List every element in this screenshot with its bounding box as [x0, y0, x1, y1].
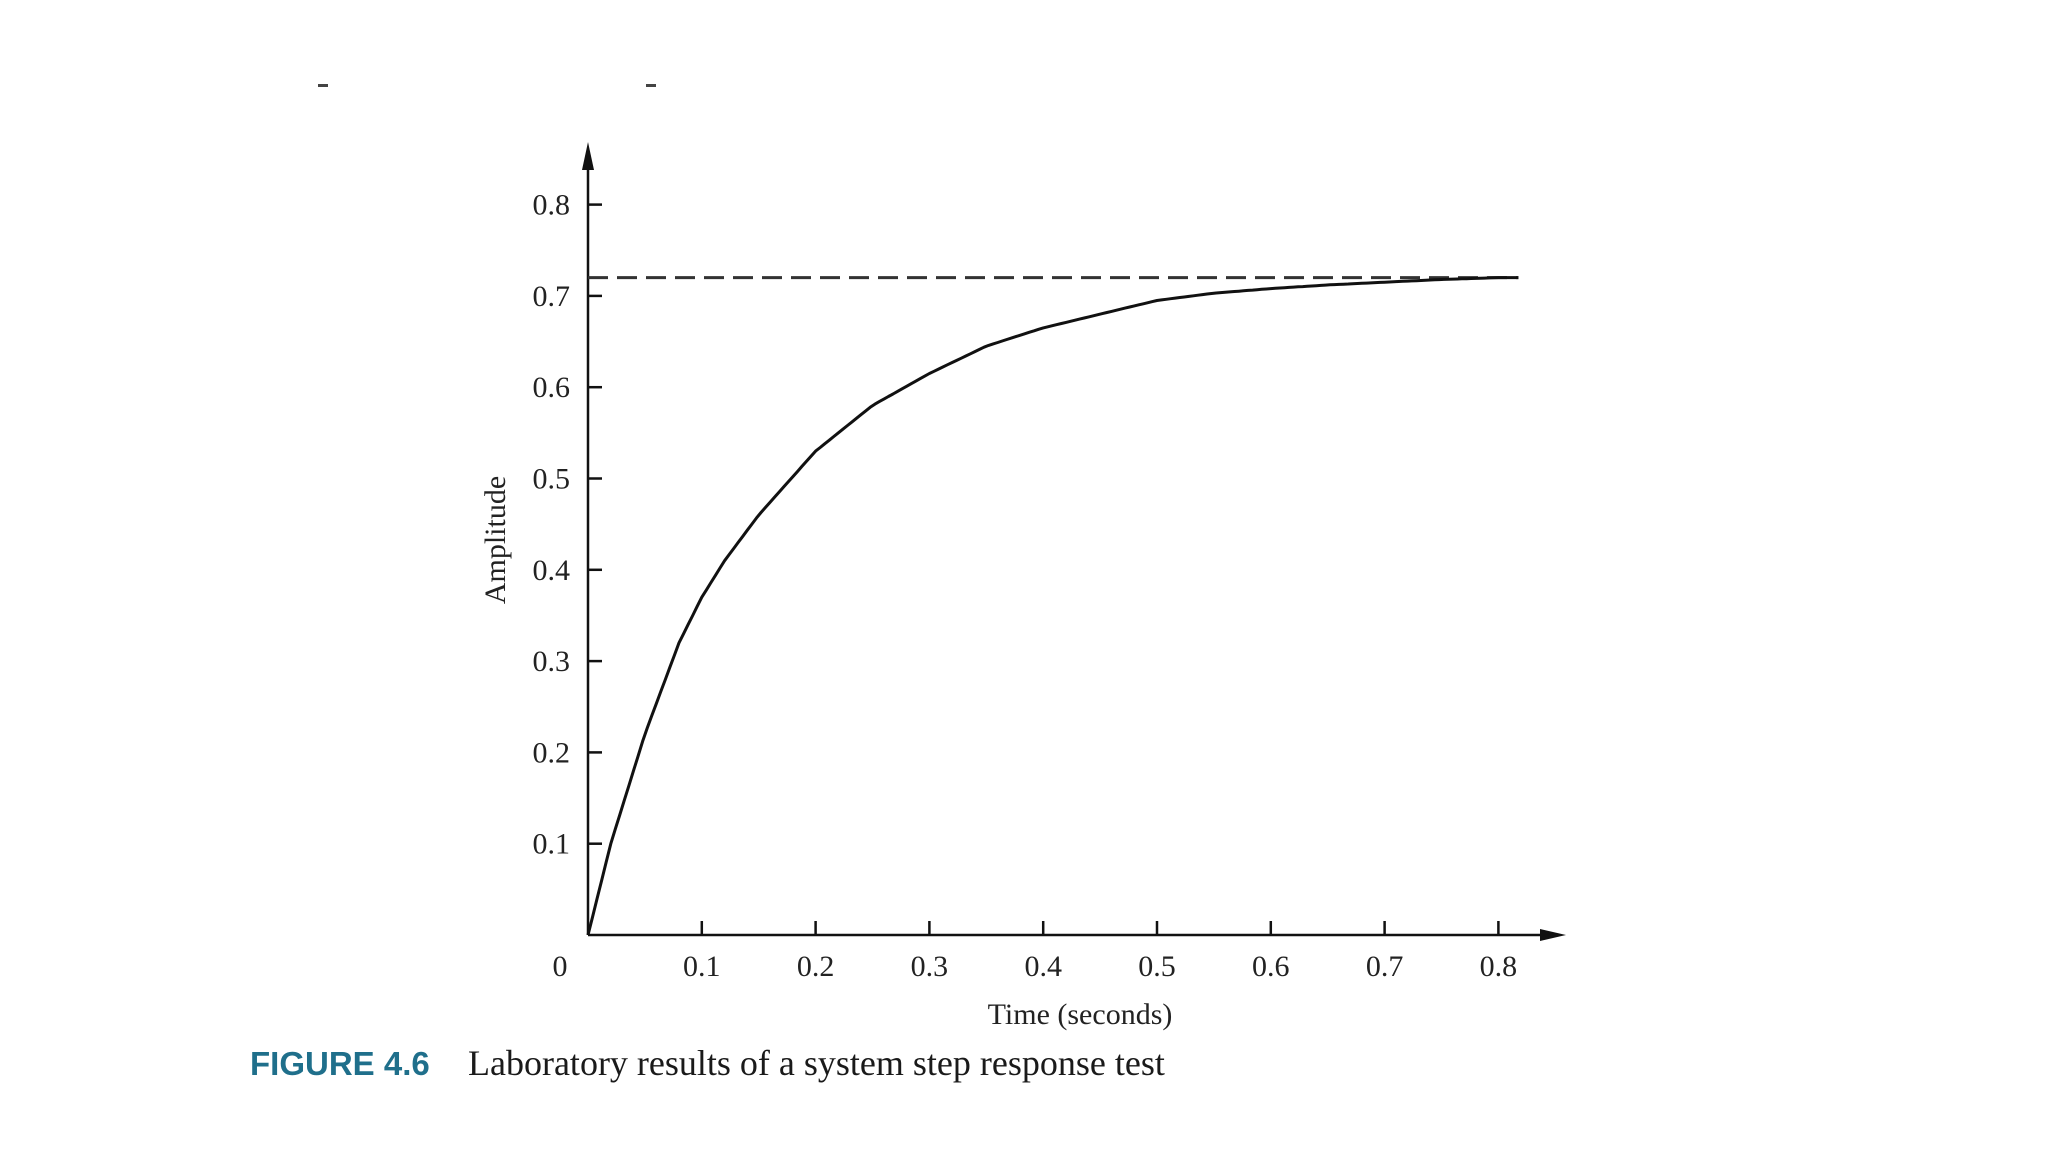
- y-axis-title: Amplitude: [479, 476, 512, 604]
- y-tick-label: 0.4: [533, 554, 571, 587]
- y-tick-label: 0.6: [533, 371, 571, 404]
- response-curve-group: [586, 276, 1519, 936]
- x-axis-ticks: 0 0.1 0.2 0.3 0.4 0.5 0.6 0.7 0.8: [553, 921, 1518, 983]
- y-tick-label: 0.8: [533, 189, 571, 222]
- x-tick-label: 0: [553, 950, 568, 983]
- chart-axes: [582, 142, 1566, 941]
- x-tick-label: 0.7: [1366, 950, 1404, 983]
- x-tick-label: 0.5: [1138, 950, 1176, 983]
- figure-caption: FIGURE 4.6 Laboratory results of a syste…: [250, 1038, 1165, 1096]
- y-axis-arrow: [582, 142, 594, 170]
- y-tick-label: 0.7: [533, 280, 571, 313]
- stray-mark: [318, 84, 328, 87]
- response-curve: [586, 276, 1519, 936]
- y-tick-label: 0.5: [533, 463, 571, 496]
- x-tick-label: 0.8: [1480, 950, 1518, 983]
- x-tick-label: 0.6: [1252, 950, 1290, 983]
- y-tick-label: 0.3: [533, 645, 571, 678]
- figure-caption-text: Laboratory results of a system step resp…: [468, 1043, 1165, 1083]
- x-axis-arrow: [1540, 929, 1566, 941]
- x-tick-label: 0.1: [683, 950, 721, 983]
- y-axis-ticks: 0.1 0.2 0.3 0.4 0.5 0.6 0.7 0.8: [533, 189, 602, 861]
- stray-mark: [646, 84, 656, 87]
- x-axis-title: Time (seconds): [988, 998, 1173, 1031]
- y-tick-label: 0.1: [533, 828, 571, 861]
- figure-number: FIGURE 4.6: [250, 1045, 430, 1082]
- y-tick-label: 0.2: [533, 736, 571, 769]
- x-tick-label: 0.2: [797, 950, 835, 983]
- x-tick-label: 0.4: [1024, 950, 1062, 983]
- x-tick-label: 0.3: [911, 950, 949, 983]
